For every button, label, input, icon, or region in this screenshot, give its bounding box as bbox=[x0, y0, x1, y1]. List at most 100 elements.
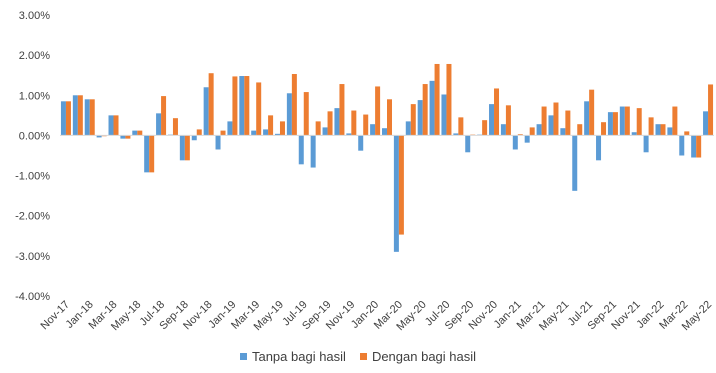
bar-tanpa-bagi-hasil bbox=[263, 129, 269, 136]
bar-dengan-bagi-hasil bbox=[315, 121, 321, 136]
bar-dengan-bagi-hasil bbox=[268, 115, 274, 136]
legend-swatch-tanpa bbox=[239, 353, 247, 360]
y-tick-label: 0.00% bbox=[19, 130, 50, 142]
bar-tanpa-bagi-hasil bbox=[227, 121, 233, 136]
bar-tanpa-bagi-hasil bbox=[631, 132, 637, 136]
bar-dengan-bagi-hasil bbox=[387, 99, 392, 136]
bar-tanpa-bagi-hasil bbox=[536, 124, 542, 136]
bar-dengan-bagi-hasil bbox=[375, 86, 381, 136]
bar-dengan-bagi-hasil bbox=[422, 84, 428, 136]
bar-dengan-bagi-hasil bbox=[291, 74, 297, 136]
bar-dengan-bagi-hasil bbox=[398, 135, 404, 235]
bar-dengan-bagi-hasil bbox=[565, 110, 571, 136]
bar-tanpa-bagi-hasil bbox=[572, 135, 578, 191]
bar-dengan-bagi-hasil bbox=[553, 102, 559, 136]
bar-dengan-bagi-hasil bbox=[458, 117, 464, 136]
bar-tanpa-bagi-hasil bbox=[560, 128, 566, 136]
bar-tanpa-bagi-hasil bbox=[667, 127, 673, 136]
bar-dengan-bagi-hasil bbox=[708, 84, 714, 136]
bar-dengan-bagi-hasil bbox=[77, 95, 83, 136]
bar-tanpa-bagi-hasil bbox=[156, 113, 162, 136]
y-tick-label: -4.00% bbox=[15, 291, 50, 303]
bar-tanpa-bagi-hasil bbox=[179, 135, 185, 161]
bar-dengan-bagi-hasil bbox=[220, 130, 226, 136]
legend-label-dengan: Dengan bagi hasil bbox=[371, 349, 477, 364]
bar-tanpa-bagi-hasil bbox=[643, 135, 649, 153]
bar-tanpa-bagi-hasil bbox=[607, 112, 613, 136]
bar-dengan-bagi-hasil bbox=[684, 131, 690, 136]
bar-tanpa-bagi-hasil bbox=[251, 130, 257, 136]
y-tick-label: 2.00% bbox=[19, 50, 50, 62]
bar-dengan-bagi-hasil bbox=[648, 117, 654, 136]
bar-tanpa-bagi-hasil bbox=[72, 95, 78, 136]
bar-tanpa-bagi-hasil bbox=[619, 106, 625, 136]
bar-tanpa-bagi-hasil bbox=[274, 133, 280, 136]
legend-item-tanpa: Tanpa bagi hasil bbox=[239, 349, 346, 364]
bar-tanpa-bagi-hasil bbox=[84, 99, 90, 136]
bar-tanpa-bagi-hasil bbox=[215, 135, 221, 150]
bar-tanpa-bagi-hasil bbox=[358, 135, 364, 151]
bar-tanpa-bagi-hasil bbox=[108, 115, 114, 136]
bar-dengan-bagi-hasil bbox=[303, 92, 309, 136]
bar-dengan-bagi-hasil bbox=[410, 104, 416, 136]
bar-tanpa-bagi-hasil bbox=[429, 80, 435, 136]
bar-dengan-bagi-hasil bbox=[184, 135, 190, 161]
bar-tanpa-bagi-hasil bbox=[96, 135, 102, 138]
bar-dengan-bagi-hasil bbox=[172, 118, 178, 136]
bar-tanpa-bagi-hasil bbox=[596, 135, 602, 161]
bar-tanpa-bagi-hasil bbox=[334, 108, 340, 136]
bar-dengan-bagi-hasil bbox=[65, 101, 71, 136]
bar-dengan-bagi-hasil bbox=[612, 112, 618, 136]
y-axis-ticks: 3.00% 2.00% 1.00% 0.00% -1.00% -2.00% -3.00% -4… bbox=[15, 10, 50, 303]
bar-tanpa-bagi-hasil bbox=[655, 124, 661, 136]
bar-dengan-bagi-hasil bbox=[244, 76, 250, 136]
y-tick-label: 3.00% bbox=[19, 10, 50, 22]
bar-tanpa-bagi-hasil bbox=[441, 94, 447, 136]
bar-dengan-bagi-hasil bbox=[89, 99, 95, 136]
bar-dengan-bagi-hasil bbox=[279, 121, 285, 136]
y-tick-label: 1.00% bbox=[19, 90, 50, 102]
bar-dengan-bagi-hasil bbox=[482, 120, 488, 136]
bar-dengan-bagi-hasil bbox=[113, 115, 119, 136]
bar-dengan-bagi-hasil bbox=[149, 135, 155, 173]
bar-dengan-bagi-hasil bbox=[505, 105, 511, 136]
bar-tanpa-bagi-hasil bbox=[144, 135, 150, 173]
bar-dengan-bagi-hasil bbox=[696, 135, 702, 158]
bar-dengan-bagi-hasil bbox=[232, 76, 238, 136]
bar-marks bbox=[60, 63, 714, 252]
bar-tanpa-bagi-hasil bbox=[500, 124, 506, 136]
bar-dengan-bagi-hasil bbox=[161, 96, 167, 136]
bar-dengan-bagi-hasil bbox=[624, 106, 630, 136]
bar-tanpa-bagi-hasil bbox=[417, 100, 423, 136]
bar-dengan-bagi-hasil bbox=[660, 124, 666, 136]
bar-tanpa-bagi-hasil bbox=[524, 135, 530, 143]
bar-dengan-bagi-hasil bbox=[636, 108, 642, 136]
bar-tanpa-bagi-hasil bbox=[203, 87, 209, 136]
bar-dengan-bagi-hasil bbox=[494, 88, 500, 136]
legend: Tanpa bagi hasil Dengan bagi hasil bbox=[0, 349, 716, 364]
bar-tanpa-bagi-hasil bbox=[286, 93, 292, 136]
bar-tanpa-bagi-hasil bbox=[393, 135, 399, 252]
bar-dengan-bagi-hasil bbox=[434, 63, 440, 136]
bar-dengan-bagi-hasil bbox=[601, 122, 607, 136]
bar-tanpa-bagi-hasil bbox=[703, 111, 709, 136]
y-tick-label: -3.00% bbox=[15, 251, 50, 263]
bar-dengan-bagi-hasil bbox=[517, 134, 523, 136]
bar-tanpa-bagi-hasil bbox=[191, 135, 197, 141]
bar-tanpa-bagi-hasil bbox=[382, 128, 387, 136]
bar-tanpa-bagi-hasil bbox=[322, 127, 328, 136]
bar-tanpa-bagi-hasil bbox=[453, 133, 459, 136]
bar-dengan-bagi-hasil bbox=[125, 135, 131, 139]
bar-tanpa-bagi-hasil bbox=[298, 135, 304, 165]
bar-dengan-bagi-hasil bbox=[208, 73, 214, 136]
bar-tanpa-bagi-hasil bbox=[346, 133, 352, 136]
bar-tanpa-bagi-hasil bbox=[691, 135, 697, 158]
bar-tanpa-bagi-hasil bbox=[370, 124, 376, 136]
bar-tanpa-bagi-hasil bbox=[132, 130, 138, 136]
bar-dengan-bagi-hasil bbox=[351, 110, 357, 136]
legend-label-tanpa: Tanpa bagi hasil bbox=[251, 349, 346, 364]
bar-tanpa-bagi-hasil bbox=[512, 135, 518, 150]
bar-dengan-bagi-hasil bbox=[196, 129, 202, 136]
bar-tanpa-bagi-hasil bbox=[310, 135, 316, 168]
